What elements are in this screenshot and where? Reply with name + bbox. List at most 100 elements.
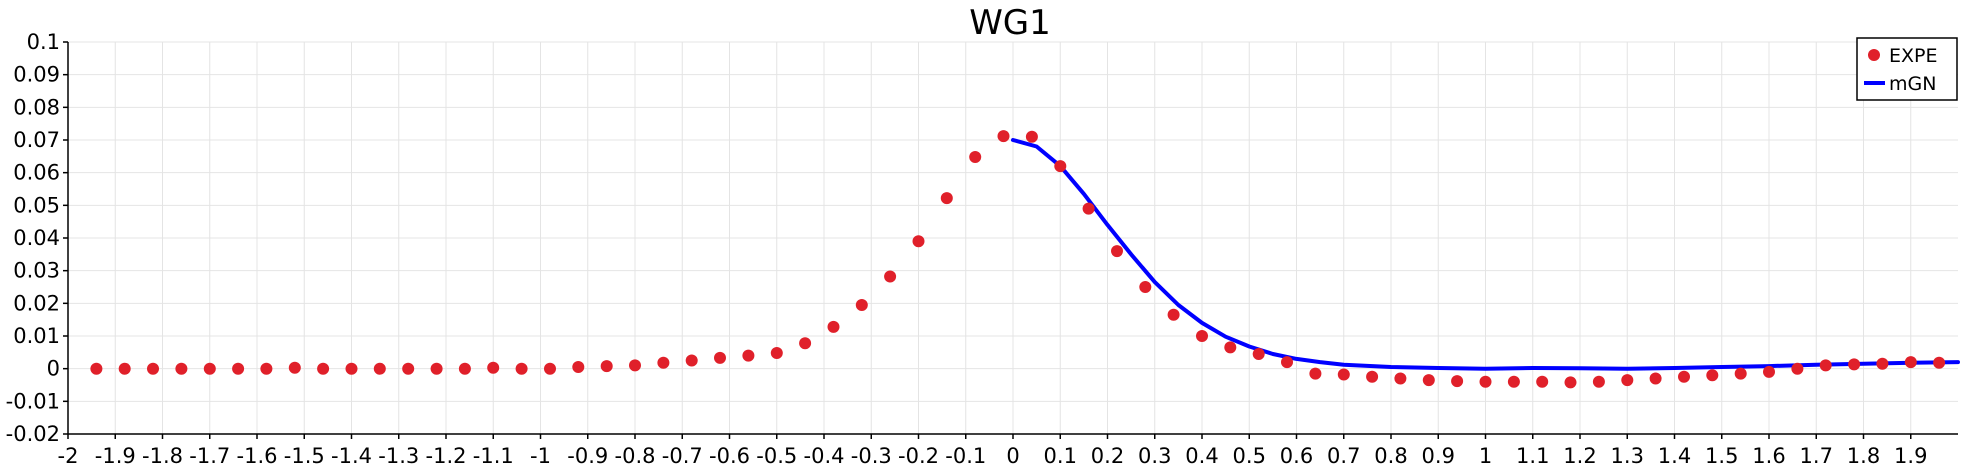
x-tick-label: -0.6 bbox=[709, 444, 750, 468]
expe-point bbox=[90, 362, 103, 375]
expe-point bbox=[260, 362, 273, 375]
x-tick-label: -0.7 bbox=[662, 444, 703, 468]
y-tick-label: 0.09 bbox=[13, 63, 60, 87]
expe-point bbox=[1309, 367, 1322, 380]
y-tick-label: 0.05 bbox=[13, 193, 60, 217]
expe-point bbox=[1224, 341, 1237, 354]
expe-point bbox=[714, 351, 726, 364]
x-tick-label: -0.2 bbox=[898, 444, 939, 468]
x-tick-label: -0.8 bbox=[615, 444, 656, 468]
expe-point bbox=[147, 362, 159, 375]
expe-point bbox=[345, 362, 358, 375]
expe-point bbox=[1054, 160, 1067, 173]
expe-point bbox=[1848, 358, 1861, 371]
x-tick-label: 1.4 bbox=[1658, 444, 1691, 468]
x-tick-label: 1.6 bbox=[1752, 444, 1785, 468]
x-tick-label: 0.7 bbox=[1327, 444, 1360, 468]
expe-point bbox=[487, 361, 500, 374]
expe-point bbox=[430, 362, 443, 375]
y-ticks: -0.02 -0.01 0 0.01 0.02 0.03 0.04 0.05 0.06 0.07 0… bbox=[6, 30, 68, 446]
expe-point bbox=[1819, 359, 1832, 372]
expe-point bbox=[572, 361, 585, 373]
x-tick-label: -1.7 bbox=[189, 444, 230, 468]
expe-point bbox=[629, 359, 641, 372]
expe-point bbox=[1139, 281, 1152, 293]
expe-point bbox=[969, 151, 982, 163]
y-tick-label: 0.03 bbox=[13, 259, 60, 283]
x-tick-label: 1.9 bbox=[1894, 444, 1927, 468]
expe-point bbox=[1111, 245, 1123, 258]
legend-box bbox=[1856, 37, 1958, 101]
x-tick-label: -1.4 bbox=[331, 444, 372, 468]
x-tick-label: 1.1 bbox=[1516, 444, 1549, 468]
expe-point bbox=[600, 360, 613, 373]
expe-point bbox=[402, 362, 415, 375]
chart-title: WG1 bbox=[969, 3, 1051, 43]
expe-point bbox=[1479, 375, 1492, 388]
legend: EXPE mGN bbox=[1856, 37, 1958, 101]
expe-point bbox=[1025, 130, 1038, 143]
expe-point bbox=[317, 362, 330, 375]
expe-point bbox=[232, 362, 245, 375]
y-tick-label: 0.08 bbox=[13, 95, 60, 119]
expe-point bbox=[1252, 348, 1265, 360]
y-tick-label: -0.01 bbox=[6, 389, 60, 413]
expe-point bbox=[1507, 375, 1520, 388]
y-tick-label: 0.1 bbox=[27, 30, 60, 54]
y-tick-label: 0.06 bbox=[13, 161, 60, 185]
x-tick-label: 1.5 bbox=[1705, 444, 1738, 468]
expe-point bbox=[1082, 202, 1095, 215]
x-tick-label: 1.2 bbox=[1563, 444, 1596, 468]
y-tick-label: 0.04 bbox=[13, 226, 60, 250]
expe-point bbox=[1734, 367, 1747, 380]
expe-point bbox=[1706, 369, 1719, 382]
x-tick-label: 0.6 bbox=[1280, 444, 1313, 468]
x-tick-label: 0.8 bbox=[1374, 444, 1407, 468]
x-tick-label: 1.7 bbox=[1800, 444, 1833, 468]
x-tick-label: -1.8 bbox=[142, 444, 183, 468]
x-tick-label: -2 bbox=[58, 444, 79, 468]
expe-point bbox=[1451, 375, 1464, 388]
expe-point bbox=[1536, 375, 1549, 388]
x-tick-label: 1.3 bbox=[1611, 444, 1644, 468]
expe-point bbox=[288, 361, 301, 374]
x-tick-label: -0.3 bbox=[851, 444, 892, 468]
x-tick-label: -1.3 bbox=[378, 444, 419, 468]
y-tick-label: 0 bbox=[47, 357, 60, 381]
x-tick-label: 0 bbox=[1006, 444, 1019, 468]
expe-point bbox=[118, 362, 131, 375]
expe-point bbox=[1763, 365, 1775, 378]
expe-point bbox=[1366, 370, 1379, 383]
expe-point bbox=[1876, 357, 1889, 370]
legend-label-mgn: mGN bbox=[1889, 73, 1936, 95]
x-tick-label: 1.8 bbox=[1847, 444, 1880, 468]
expe-point bbox=[997, 130, 1010, 143]
x-tick-label: -1.9 bbox=[95, 444, 136, 468]
expe-point bbox=[770, 347, 783, 359]
expe-point bbox=[1904, 356, 1917, 369]
series-expe bbox=[90, 130, 1946, 389]
x-tick-label: -1.6 bbox=[237, 444, 278, 468]
y-tick-label: 0.07 bbox=[13, 128, 60, 152]
x-tick-label: 0.1 bbox=[1044, 444, 1077, 468]
legend-marker-expe bbox=[1868, 49, 1880, 61]
expe-point bbox=[203, 362, 216, 375]
x-tick-label: 0.9 bbox=[1422, 444, 1455, 468]
expe-point bbox=[1281, 356, 1293, 369]
expe-point bbox=[855, 299, 868, 311]
x-tick-label: -1.5 bbox=[284, 444, 325, 468]
x-tick-label: -1.2 bbox=[426, 444, 467, 468]
x-tick-label: -0.4 bbox=[804, 444, 845, 468]
x-tick-label: 1 bbox=[1479, 444, 1492, 468]
expe-point bbox=[515, 362, 528, 375]
expe-point bbox=[884, 270, 897, 283]
expe-point bbox=[685, 354, 698, 367]
expe-point bbox=[458, 362, 471, 375]
expe-point bbox=[912, 235, 925, 248]
expe-point bbox=[1678, 370, 1690, 383]
expe-point bbox=[1621, 374, 1634, 387]
expe-point bbox=[1791, 362, 1804, 375]
x-tick-label: 0.4 bbox=[1185, 444, 1218, 468]
x-tick-label: -1.1 bbox=[473, 444, 514, 468]
x-ticks: -2 -1.9 -1.8 -1.7 -1.6 -1.5 -1.4 -1.3 -1.2 -1.1 -1… bbox=[58, 434, 1927, 468]
